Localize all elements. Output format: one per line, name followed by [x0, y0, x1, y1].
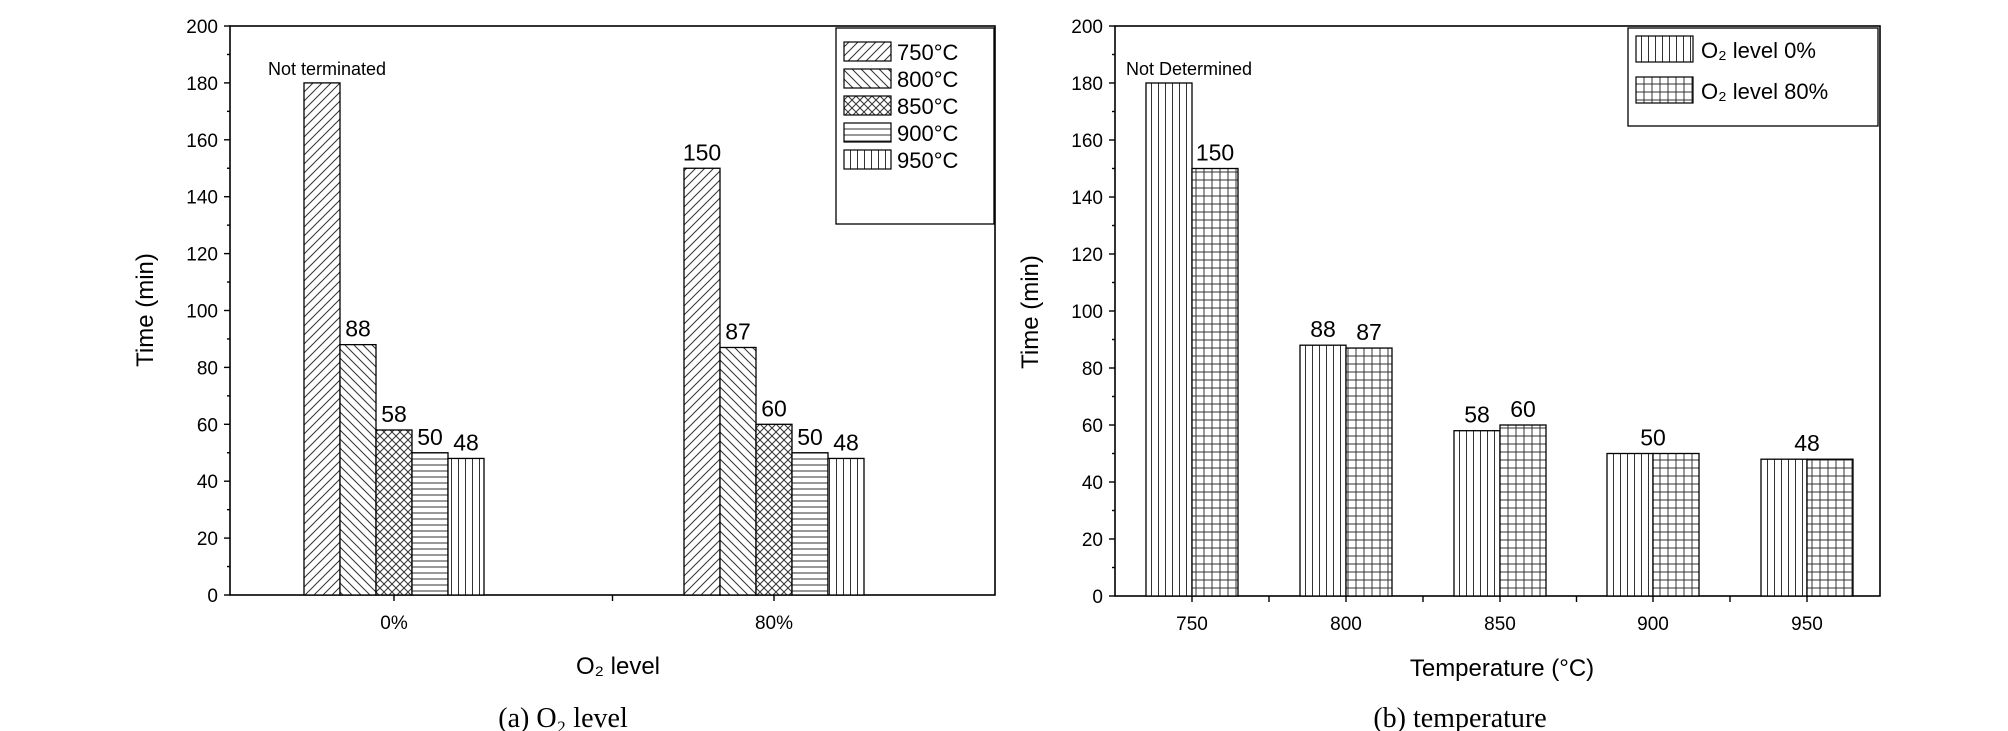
- caption-b: (b) temperature: [1373, 703, 1546, 731]
- chart-a-xlabel: O₂ level: [576, 653, 660, 680]
- bar-a-80-800-c: [719, 346, 757, 596]
- legend-a-swatch-900-c: [843, 122, 892, 143]
- x-tick-label: 900: [1637, 614, 1669, 635]
- legend-b-swatch-o2-0: [1635, 35, 1694, 63]
- bar-a-0-850-c: [375, 429, 413, 596]
- bar-b-900-o2-0: [1606, 452, 1654, 597]
- y-tick-label: 180: [186, 74, 218, 95]
- y-tick-label: 20: [1082, 530, 1103, 551]
- bar-b-label: 58: [1464, 402, 1490, 428]
- y-tick-label: 60: [1082, 416, 1103, 437]
- bar-b-label: 87: [1356, 319, 1382, 345]
- bar-a-80-950-c: [827, 457, 865, 596]
- bar-b-label: 150: [1196, 140, 1234, 166]
- chart-b: 0 20 40 60 80 100 120 140 160 180 200 750 800 850 900…: [1017, 17, 1881, 682]
- y-tick-label: 80: [197, 358, 218, 379]
- bar-b-750-o2-80: [1191, 167, 1239, 597]
- x-tick-label: 950: [1791, 614, 1823, 635]
- bar-a-0-800-c: [339, 343, 377, 596]
- x-tick-label: 800: [1330, 614, 1362, 635]
- bar-b-label: Not Determined: [1126, 59, 1252, 79]
- legend-a-label: 950°C: [897, 148, 959, 173]
- legend-a-swatch-800-c: [843, 68, 892, 89]
- legend-a-swatch-850-c: [843, 95, 892, 116]
- bar-a-0-950-c: [447, 457, 485, 596]
- bar-b-900-o2-80: [1652, 452, 1700, 597]
- y-tick-label: 140: [186, 188, 218, 209]
- y-tick-label: 80: [1082, 359, 1103, 380]
- x-tick-label: 750: [1176, 614, 1208, 635]
- bar-b-label: 50: [1640, 425, 1666, 451]
- legend-a-label: 750°C: [897, 40, 959, 65]
- bar-b-800-o2-80: [1345, 347, 1393, 597]
- caption-a: (a) O₂ level: [498, 703, 628, 731]
- legend-a-label: 850°C: [897, 94, 959, 119]
- x-tick-label: 0%: [380, 613, 408, 634]
- legend-a-swatch-750-c: [843, 41, 892, 62]
- y-tick-label: 200: [186, 17, 218, 38]
- y-tick-label: 120: [186, 245, 218, 266]
- legend-a-label: 900°C: [897, 121, 959, 146]
- y-tick-label: 60: [197, 415, 218, 436]
- bar-a-label: Not terminated: [268, 59, 386, 79]
- y-tick-label: 40: [1082, 473, 1103, 494]
- x-tick-label: 850: [1484, 614, 1516, 635]
- bar-a-80-900-c: [791, 452, 829, 596]
- bar-b-950-o2-0: [1760, 458, 1808, 597]
- y-tick-label: 100: [186, 302, 218, 323]
- legend-b-swatch-o2-80: [1635, 76, 1694, 104]
- bar-b-label: 88: [1310, 316, 1336, 342]
- chart-b-legend: O₂ level 0% O₂ level 80%: [1627, 27, 1879, 127]
- bar-b-950-o2-80: [1806, 458, 1854, 597]
- bar-a-label: 87: [725, 318, 751, 344]
- bar-b-800-o2-0: [1299, 344, 1347, 597]
- legend-a-swatch-950-c: [843, 149, 892, 170]
- y-tick-label: 160: [1071, 131, 1103, 152]
- bar-a-label: 60: [761, 395, 787, 421]
- bar-a-label: 50: [797, 424, 823, 450]
- legend-b-label: O₂ level 0%: [1701, 38, 1816, 63]
- bar-a-0-900-c: [411, 452, 449, 596]
- legend-b-label: O₂ level 80%: [1701, 79, 1828, 104]
- bar-b-750-o2-0: [1145, 82, 1193, 597]
- y-tick-label: 200: [1071, 17, 1103, 38]
- legend-a-label: 800°C: [897, 67, 959, 92]
- bar-a-label: 50: [417, 424, 443, 450]
- bar-a-label: 58: [381, 401, 407, 427]
- bar-b-850-o2-0: [1453, 430, 1501, 597]
- y-tick-label: 20: [197, 529, 218, 550]
- bar-b-label: 48: [1794, 430, 1820, 456]
- y-tick-label: 100: [1071, 302, 1103, 323]
- chart-b-xlabel: Temperature (°C): [1410, 655, 1594, 682]
- y-tick-label: 0: [207, 586, 218, 607]
- y-tick-label: 40: [197, 472, 218, 493]
- bar-b-850-o2-80: [1499, 424, 1547, 597]
- bar-a-0-750-c: [303, 82, 341, 596]
- chart-a: 0 20 40 60 80 100 120 140 160 180 200 0% 80% Not te…: [132, 17, 996, 680]
- y-tick-label: 140: [1071, 188, 1103, 209]
- bar-a-label: 48: [453, 429, 479, 455]
- x-tick-label: 80%: [755, 613, 793, 634]
- y-tick-label: 0: [1092, 587, 1103, 608]
- y-tick-label: 160: [186, 131, 218, 152]
- bar-b-label: 60: [1510, 396, 1536, 422]
- chart-b-ylabel: Time (min): [1017, 255, 1044, 369]
- bar-a-label: 88: [345, 316, 371, 342]
- y-tick-label: 120: [1071, 245, 1103, 266]
- y-tick-label: 180: [1071, 74, 1103, 95]
- chart-a-ylabel: Time (min): [132, 253, 159, 367]
- bar-a-label: 150: [683, 139, 721, 165]
- bar-a-80-750-c: [683, 167, 721, 596]
- bar-a-80-850-c: [755, 423, 793, 596]
- bar-a-label: 48: [833, 429, 859, 455]
